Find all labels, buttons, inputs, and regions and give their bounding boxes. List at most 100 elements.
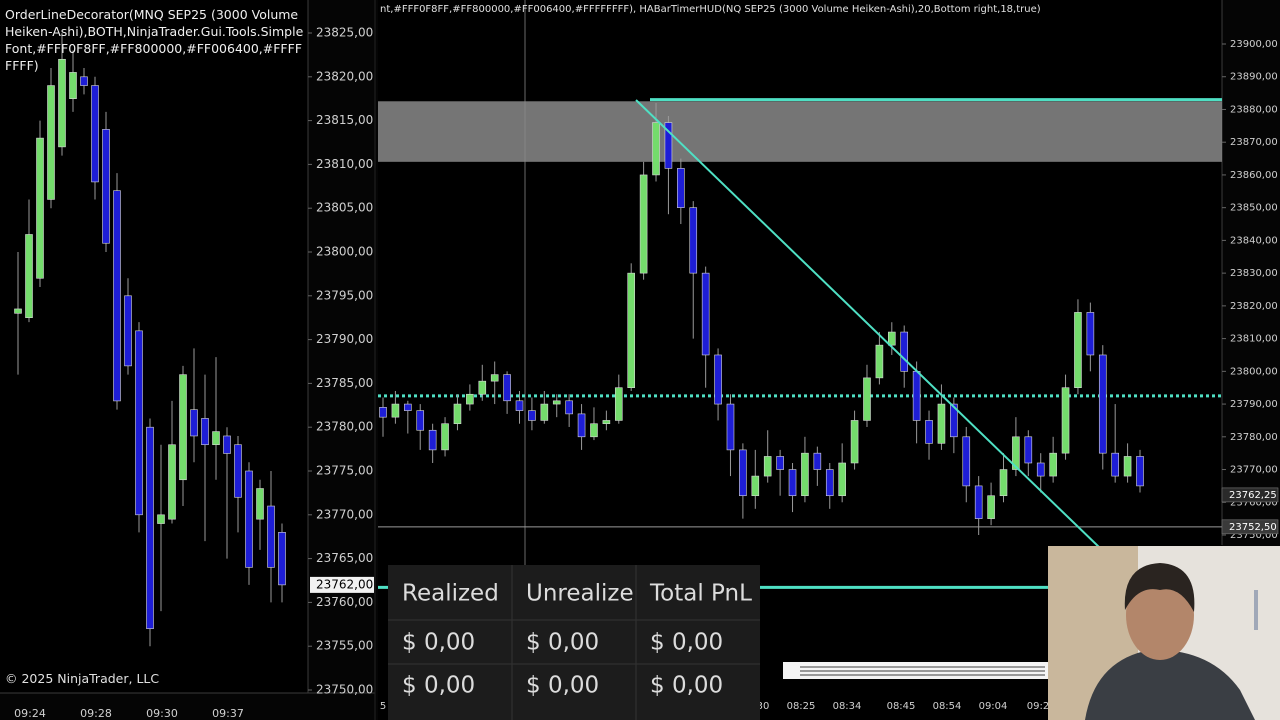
candle-body (14, 308, 22, 314)
y-tick-label: 23750,00 (1230, 530, 1278, 541)
table-cell: $ 0,00 (526, 630, 599, 656)
candle-body (528, 410, 536, 421)
candle-body (267, 505, 275, 568)
candle-body (999, 469, 1008, 497)
timer-stripe (800, 666, 1045, 668)
candle-body (404, 403, 412, 411)
candle-body (1123, 456, 1132, 477)
last-price-badge (1221, 487, 1279, 503)
timer-stripe (800, 674, 1045, 676)
x-tick-label: 08:25 (787, 701, 816, 712)
candle-body (652, 122, 660, 176)
candle-body (245, 470, 253, 568)
y-tick-label: 23870,00 (1230, 137, 1278, 148)
y-tick-label: 23825,00 (316, 26, 373, 40)
candle-body (801, 452, 809, 497)
right-header: nt,#FFF0F8FF,#FF800000,#FF006400,#FFFFFF… (380, 4, 1041, 15)
candle-body (146, 426, 154, 629)
candle-body (466, 393, 474, 405)
candle-body (726, 403, 735, 451)
candle-body (113, 190, 121, 402)
candle-body (234, 444, 242, 498)
last-price-label: 23762,25 (1229, 490, 1277, 501)
candle-body (428, 429, 437, 451)
candle-body (157, 514, 165, 524)
candle-body (1136, 456, 1144, 487)
webcam-hook (1254, 590, 1258, 630)
y-tick-label: 23820,00 (1230, 301, 1278, 312)
candle-body (689, 207, 698, 274)
candle-body (863, 377, 871, 421)
candle-body (515, 400, 524, 411)
table-cell: $ 0,00 (650, 673, 723, 699)
candle-body (950, 403, 958, 438)
candle-body (58, 58, 66, 148)
candle-body (825, 469, 834, 497)
candle-body (739, 449, 747, 497)
y-tick-label: 23880,00 (1230, 104, 1278, 115)
candle-body (503, 374, 511, 402)
candle-body (478, 380, 487, 395)
candle-body (565, 400, 573, 415)
y-tick-label: 23805,00 (316, 201, 373, 215)
candle-body (1086, 312, 1095, 356)
candle-body (25, 234, 33, 318)
line-price-badge (1221, 519, 1279, 535)
candle-body (441, 423, 449, 451)
candle-body (379, 407, 387, 418)
x-tick-label: 09:37 (212, 707, 244, 720)
y-tick-label: 23755,00 (316, 639, 373, 653)
y-tick-label: 23785,00 (316, 376, 373, 390)
candle-body (256, 488, 264, 520)
candle-body (552, 400, 561, 405)
x-tick-label: 09:30 (146, 707, 178, 720)
candle-body (212, 431, 220, 446)
candle-body (1111, 452, 1119, 477)
y-tick-label: 23780,00 (1230, 432, 1278, 443)
candle-body (223, 435, 231, 454)
candle-body (813, 452, 822, 470)
candle-body (590, 423, 598, 438)
candle-body (416, 410, 425, 431)
candle-body (278, 532, 286, 586)
x-tick-label: 08:54 (933, 701, 962, 712)
candle-body (168, 444, 176, 520)
candle-body (763, 456, 772, 477)
y-tick-label: 23850,00 (1230, 203, 1278, 214)
webcam-face (1126, 570, 1194, 660)
candle-body (664, 122, 673, 169)
y-tick-label: 23765,00 (316, 551, 373, 565)
y-tick-label: 23760,00 (1230, 497, 1278, 508)
y-tick-label: 23760,00 (316, 595, 373, 609)
candle-body (751, 475, 760, 497)
y-tick-label: 23840,00 (1230, 235, 1278, 246)
y-tick-label: 23790,00 (316, 332, 373, 346)
x-tick-label: 08:45 (887, 701, 916, 712)
bar-timer (783, 662, 1048, 679)
candle-body (1061, 387, 1070, 454)
candle-body (614, 387, 623, 421)
y-tick-label: 23770,00 (316, 507, 373, 521)
candle-body (179, 374, 187, 481)
candle-body (201, 418, 209, 446)
candle-body (602, 420, 611, 425)
x-tick-label: 5 (380, 701, 386, 712)
last-price-label: 23762,00 (316, 577, 373, 591)
x-tick-label: 09:04 (979, 701, 1008, 712)
last-price-badge (310, 576, 374, 593)
x-tick-label: 09:28 (80, 707, 112, 720)
candle-body (987, 495, 995, 519)
candle-body (102, 129, 110, 244)
table-cell: $ 0,00 (650, 630, 723, 656)
candle-body (577, 413, 586, 438)
candle-body (135, 330, 143, 516)
left-header: OrderLineDecorator(MNQ SEP25 (3000 Volum… (5, 7, 304, 73)
table-header: Unrealize (526, 581, 634, 607)
copyright: © 2025 NinjaTrader, LLC (5, 671, 160, 686)
candle-body (900, 331, 909, 372)
candle-body (677, 168, 685, 208)
trend-line (635, 99, 1101, 549)
table-cell: $ 0,00 (402, 630, 475, 656)
candle-body (453, 403, 462, 425)
x-tick-label: 30 (757, 701, 770, 712)
